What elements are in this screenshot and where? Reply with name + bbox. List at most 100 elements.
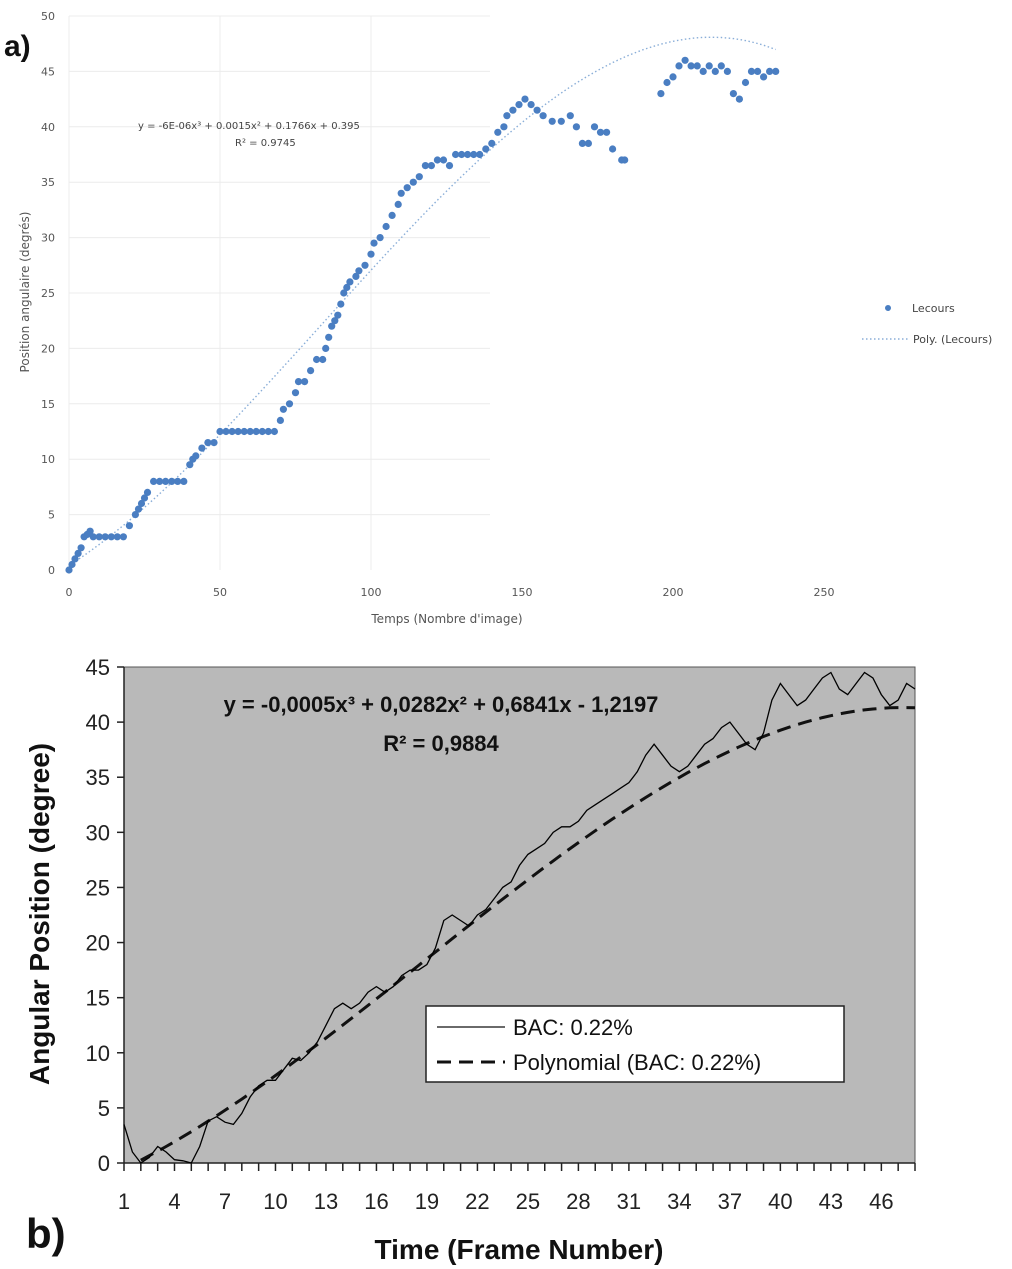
chart-a-data-point: [584, 139, 593, 147]
chart-a-data-point: [180, 477, 188, 485]
chart-a-data-point: [143, 488, 152, 496]
chart-a-data-point: [527, 101, 535, 109]
chart-a-legend-marker-points: [885, 305, 891, 311]
chart-b-x-tick-label: 28: [566, 1189, 590, 1214]
chart-b-x-tick-label: 7: [219, 1189, 231, 1214]
chart-a-data-point: [572, 123, 581, 131]
chart-b-y-tick-label: 0: [98, 1151, 110, 1176]
chart-a-data-point: [307, 367, 315, 375]
chart-a-data-point: [77, 544, 85, 552]
chart-a-data-point: [427, 162, 435, 170]
chart-a-x-tick-label: 50: [213, 586, 227, 599]
chart-a-data-point: [246, 427, 254, 436]
chart-a-x-tick-label: 250: [814, 586, 835, 599]
chart-a-data-point: [89, 533, 97, 541]
chart-a-data-point: [331, 317, 339, 325]
chart-b-x-tick-label: 25: [516, 1189, 540, 1214]
chart-a-data-point: [125, 522, 133, 530]
chart-a-data-point: [367, 250, 375, 258]
chart-a-data-point: [285, 400, 294, 408]
chart-a-x-tick-label: 100: [361, 586, 382, 599]
chart-a-data-point: [699, 67, 707, 75]
chart-a-data-point: [717, 62, 725, 70]
chart-a-data-point: [276, 416, 284, 424]
chart-a-data-point: [596, 128, 605, 136]
chart-a-data-point: [729, 90, 738, 98]
chart-a-data-point: [222, 427, 230, 436]
chart-a-data-point: [452, 150, 460, 159]
chart-a-data-point: [107, 533, 115, 541]
chart-a-data-point: [210, 439, 218, 447]
chart-a-data-point: [101, 533, 109, 541]
chart-a-data-point: [482, 145, 490, 153]
chart-a-data-point: [150, 477, 158, 485]
chart-a-data-point: [669, 73, 677, 81]
chart-a-data-point: [415, 173, 423, 181]
chart-b-y-tick-label: 25: [86, 875, 110, 900]
chart-a-x-ticks: 0 50 100 150 200 250: [66, 586, 835, 599]
chart-a-data-point: [322, 344, 330, 352]
chart-a-data-point: [370, 239, 378, 247]
chart-b: 0 5 10 15 20 25 30 35 40 45 1 4 7 10 13 16 19 22 25 28 31 34…: [24, 655, 916, 1265]
chart-a-data-point: [264, 427, 272, 436]
chart-a-y-tick-label: 5: [48, 509, 55, 522]
chart-a-data-point: [131, 510, 139, 519]
chart-a-data-point: [186, 461, 194, 469]
chart-a-data-point: [445, 162, 454, 170]
chart-b-x-ticks: 1 4 7 10 13 16 19 22 25 28 31 34 37 40 43 46: [118, 1163, 916, 1214]
chart-a-data-point: [503, 112, 511, 120]
chart-a-data-point: [521, 95, 529, 103]
chart-b-x-tick-label: 10: [263, 1189, 287, 1214]
chart-a-gridlines: [68, 15, 490, 570]
chart-b-equation: y = -0,0005x³ + 0,0282x² + 0,6841x - 1,2…: [224, 692, 659, 717]
chart-b-r-squared: R² = 0,9884: [383, 731, 499, 756]
chart-a-data-point: [548, 117, 556, 125]
chart-b-y-tick-label: 40: [86, 710, 110, 735]
chart-b-y-tick-label: 10: [86, 1041, 110, 1066]
chart-b-x-tick-label: 1: [118, 1189, 130, 1214]
chart-a-equation: y = -6E-06x³ + 0.0015x² + 0.1766x + 0.39…: [138, 121, 360, 132]
chart-a-data-point: [735, 95, 744, 103]
chart-a-data-point: [663, 78, 671, 87]
chart-a-data-point: [328, 322, 336, 330]
chart-b-x-axis-title: Time (Frame Number): [375, 1234, 664, 1265]
chart-a-data-point: [675, 62, 683, 70]
chart-a-data-point: [403, 184, 411, 192]
chart-a-data-point: [439, 156, 448, 164]
chart-a-data-point: [488, 139, 496, 147]
chart-b-trendline: [140, 706, 916, 1162]
chart-a-x-tick-label: 150: [512, 586, 533, 599]
chart-b-y-tick-label: 35: [86, 765, 110, 790]
chart-b-x-tick-label: 4: [168, 1189, 180, 1214]
chart-a-data-point: [313, 355, 321, 364]
panel-b-label: b): [26, 1210, 66, 1257]
chart-a-data-point: [409, 178, 417, 186]
chart-b-y-ticks: 0 5 10 15 20 25 30 35 40 45: [86, 655, 124, 1176]
chart-a-data-point: [754, 67, 762, 75]
chart-b-y-tick-label: 20: [86, 931, 110, 956]
chart-a-data-point: [74, 549, 82, 558]
chart-a-data-point: [291, 389, 300, 397]
chart-a-data-point: [156, 477, 164, 485]
chart-b-plot-area: [123, 666, 916, 1164]
chart-b-y-tick-label: 30: [86, 820, 110, 845]
chart-a-data-point: [334, 311, 342, 319]
chart-a-y-tick-label: 40: [41, 121, 55, 134]
chart-a-data-point: [240, 427, 248, 436]
chart-a-data-point: [252, 427, 260, 436]
chart-a-data-point: [279, 405, 287, 413]
chart-b-legend: BAC: 0.22% Polynomial (BAC: 0.22%): [425, 1005, 845, 1083]
chart-b-x-tick-label: 40: [768, 1189, 792, 1214]
chart-a-data-point: [533, 106, 541, 114]
chart-a-data-point: [476, 150, 484, 159]
chart-a-data-point: [433, 156, 441, 164]
chart-a-data-point: [687, 62, 695, 70]
chart-b-legend-label-trend: Polynomial (BAC: 0.22%): [513, 1050, 761, 1075]
chart-a-data-point: [86, 527, 94, 535]
chart-a-data-point: [343, 283, 351, 292]
chart-a-data-point: [394, 200, 402, 208]
chart-a-data-point: [382, 222, 390, 231]
chart-a-legend: Lecours Poly. (Lecours): [862, 302, 992, 346]
chart-a-data-point: [301, 378, 309, 386]
